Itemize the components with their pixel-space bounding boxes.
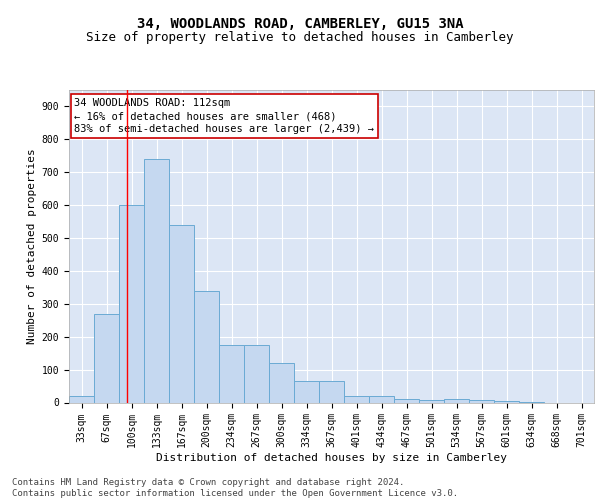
Bar bbox=[244, 345, 269, 403]
Bar bbox=[219, 345, 244, 403]
Bar bbox=[494, 400, 519, 402]
Bar bbox=[369, 396, 394, 402]
Y-axis label: Number of detached properties: Number of detached properties bbox=[28, 148, 37, 344]
Text: 34 WOODLANDS ROAD: 112sqm
← 16% of detached houses are smaller (468)
83% of semi: 34 WOODLANDS ROAD: 112sqm ← 16% of detac… bbox=[74, 98, 374, 134]
Text: 34, WOODLANDS ROAD, CAMBERLEY, GU15 3NA: 34, WOODLANDS ROAD, CAMBERLEY, GU15 3NA bbox=[137, 18, 463, 32]
Bar bbox=[319, 381, 344, 402]
Bar bbox=[169, 225, 194, 402]
Bar bbox=[344, 396, 369, 402]
Bar bbox=[469, 400, 494, 402]
Bar bbox=[94, 314, 119, 402]
Bar bbox=[69, 396, 94, 402]
Bar bbox=[144, 159, 169, 402]
Bar bbox=[419, 400, 444, 402]
Bar bbox=[294, 381, 319, 402]
Bar bbox=[394, 398, 419, 402]
Bar bbox=[194, 290, 219, 403]
X-axis label: Distribution of detached houses by size in Camberley: Distribution of detached houses by size … bbox=[156, 453, 507, 463]
Text: Size of property relative to detached houses in Camberley: Size of property relative to detached ho… bbox=[86, 31, 514, 44]
Text: Contains HM Land Registry data © Crown copyright and database right 2024.
Contai: Contains HM Land Registry data © Crown c… bbox=[12, 478, 458, 498]
Bar bbox=[444, 399, 469, 402]
Bar bbox=[119, 205, 144, 402]
Bar bbox=[269, 363, 294, 403]
